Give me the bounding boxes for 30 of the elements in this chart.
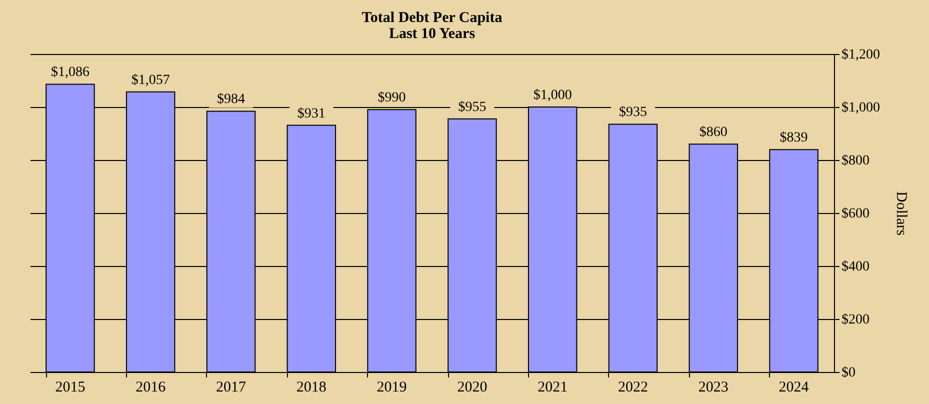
y-tick-label: $200 bbox=[842, 312, 870, 328]
chart-subtitle: Last 10 Years bbox=[388, 26, 476, 42]
y-axis-title: Dollars bbox=[893, 191, 909, 236]
chart-title: Total Debt Per Capita bbox=[362, 10, 503, 26]
y-tick-label: $1,000 bbox=[842, 100, 880, 116]
y-tick-label: $600 bbox=[842, 206, 870, 222]
x-tick-label: 2018 bbox=[296, 380, 326, 396]
data-label: $860 bbox=[699, 125, 728, 140]
y-tick-label: $1,200 bbox=[842, 48, 880, 62]
x-tick-label: 2015 bbox=[55, 380, 86, 396]
x-tick-label: 2019 bbox=[376, 380, 407, 396]
x-tick-label: 2022 bbox=[618, 380, 648, 396]
data-label: $984 bbox=[217, 92, 245, 108]
x-tick-label: 2024 bbox=[778, 380, 810, 396]
data-label: $839 bbox=[780, 130, 808, 146]
y-tick-label: $400 bbox=[842, 260, 870, 274]
data-label: $955 bbox=[458, 100, 486, 115]
data-label: $931 bbox=[297, 106, 326, 122]
x-tick-label: 2020 bbox=[457, 380, 488, 396]
y-tick-label: $0 bbox=[842, 366, 856, 380]
data-label: $1,057 bbox=[131, 72, 170, 88]
data-label: $990 bbox=[378, 90, 406, 106]
data-label: $1,000 bbox=[533, 88, 572, 103]
x-tick-label: 2021 bbox=[538, 380, 568, 396]
x-tick-label: 2023 bbox=[698, 380, 728, 396]
data-label: $1,086 bbox=[50, 65, 90, 80]
data-label: $935 bbox=[619, 105, 647, 120]
x-tick-label: 2017 bbox=[216, 380, 246, 396]
x-tick-label: 2016 bbox=[136, 380, 166, 396]
y-tick-label: $800 bbox=[842, 154, 870, 168]
